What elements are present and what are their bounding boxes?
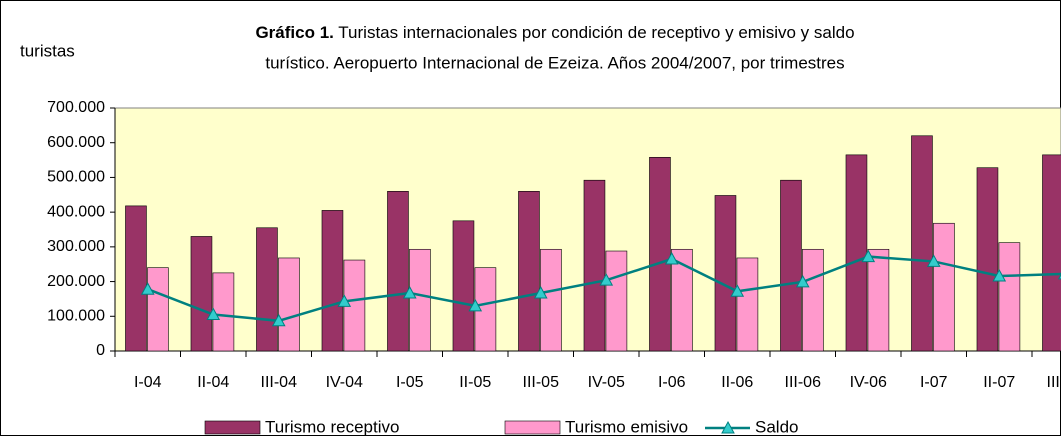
bar [802,248,824,352]
bar [736,257,759,352]
x-tick-label: III-06 [785,374,822,391]
bar [212,272,235,352]
chart-title: Gráfico 1. Turistas internacionales por … [255,23,854,42]
marker [926,254,941,267]
marker [1057,273,1061,280]
y-tick-label: 500.000 [47,169,105,186]
x-tick-label: I-06 [658,374,686,391]
bar [452,220,475,352]
marker [861,249,876,263]
marker [664,251,679,265]
x-tick-label: II-05 [459,374,491,391]
y-tick-label: 0 [96,342,105,359]
marker [337,294,352,307]
bar [605,250,628,352]
x-tick-label: I-04 [134,374,162,391]
bar [845,154,868,352]
marker [140,282,155,295]
bar [387,191,409,352]
chart-title: turístico. Aeropuerto Internacional de E… [265,53,844,72]
bar [867,248,890,352]
bar [933,222,955,352]
marker [271,313,286,327]
marker [468,298,483,312]
legend-marker [721,420,735,434]
x-tick-label: IV-05 [588,374,625,391]
bar [256,227,278,352]
legend-swatch [204,420,261,435]
bar [671,248,693,352]
marker [795,274,810,288]
bar [714,195,737,352]
x-tick-label: II-06 [721,374,753,391]
x-tick-label: I-05 [396,374,424,391]
y-tick-label: 700.000 [47,99,105,116]
bar [147,267,169,352]
bar [518,191,540,352]
marker [402,285,417,299]
bar [583,179,606,352]
bar [780,179,802,352]
y-tick-label: 100.000 [47,308,105,325]
y-axis-label: turistas [20,41,75,60]
y-tick-label: 300.000 [47,238,105,255]
x-tick-label: III-04 [261,374,298,391]
bar [649,156,671,352]
marker [599,273,614,286]
marker [206,307,221,321]
marker [992,268,1007,282]
marker [730,284,745,297]
x-tick-label: III-05 [523,374,560,391]
bar [278,257,300,352]
y-tick-label: 200.000 [47,273,105,290]
title-line: Turistas internacionales por condición d… [338,23,854,42]
bar [911,135,933,352]
y-tick-label: 600.000 [47,134,105,151]
bar [540,248,562,352]
bar [409,248,431,352]
bar [125,205,147,352]
bar [998,242,1021,352]
x-tick-label: I-07 [920,374,948,391]
x-tick-label: II-04 [197,374,229,391]
bar [1042,154,1061,352]
x-tick-label: III-07 [1047,374,1061,391]
bar [190,236,213,352]
legend-label: Turismo receptivo [265,417,399,436]
legend-label: Saldo [755,417,798,436]
y-tick-label: 400.000 [47,203,105,220]
bar [976,167,999,352]
x-tick-label: IV-06 [850,374,887,391]
bar [321,210,344,352]
marker [533,285,548,299]
legend-label: Turismo emisivo [565,417,688,436]
title-label: Gráfico 1. [255,23,333,42]
x-tick-label: IV-04 [326,374,363,391]
legend-swatch [504,420,561,435]
x-tick-label: II-07 [983,374,1015,391]
